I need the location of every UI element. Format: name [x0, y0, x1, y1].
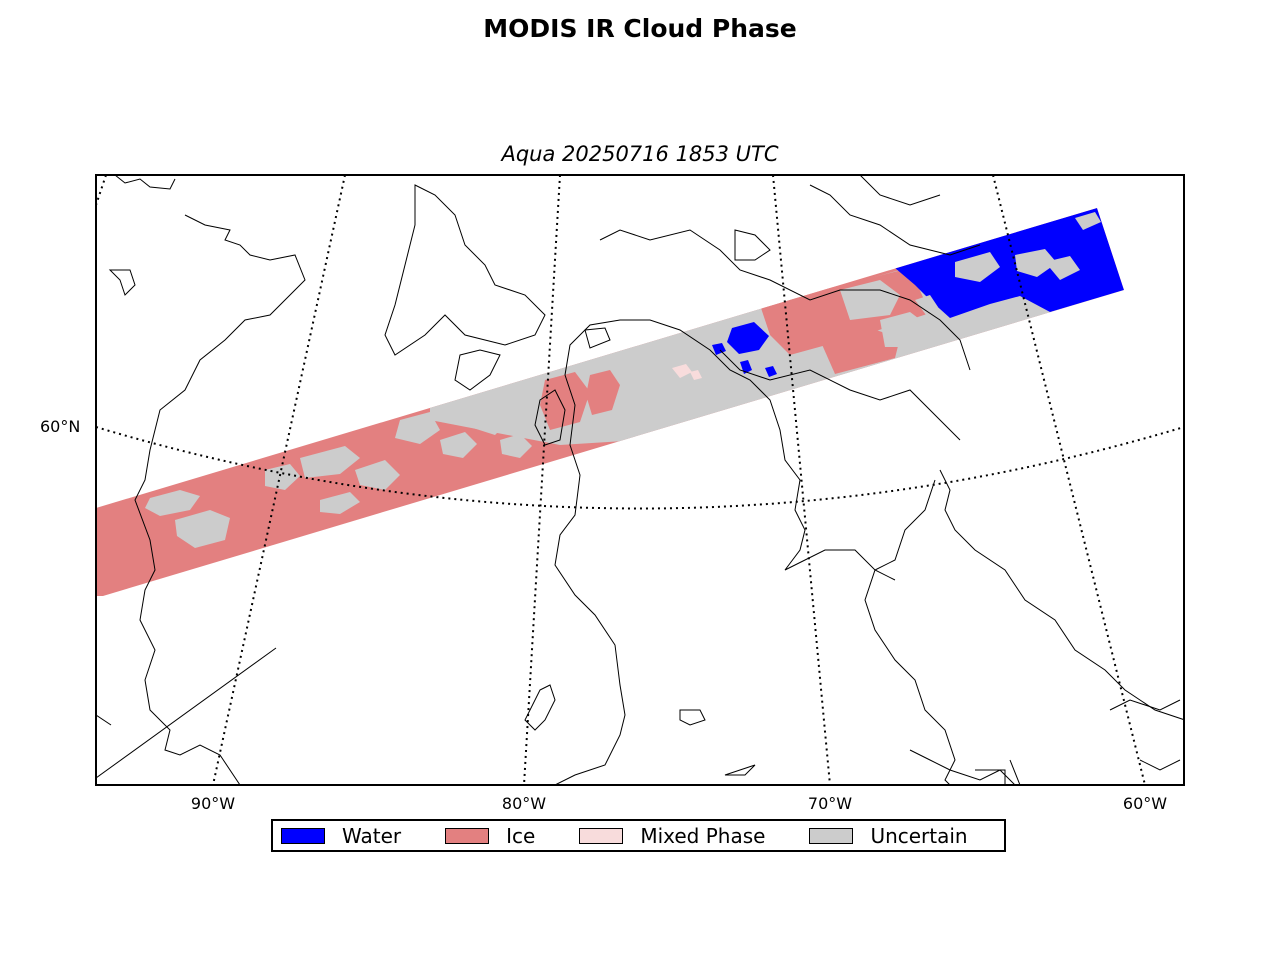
swath-water-uncertain-4 — [1075, 212, 1101, 230]
border-line — [96, 647, 277, 779]
swath-water-uncertain-1 — [955, 252, 1000, 282]
swath-uncertain-patch-5 — [320, 492, 360, 514]
legend-item-uncertain: Uncertain — [809, 823, 968, 848]
lon-label-90w: 90°W — [190, 794, 236, 813]
coastline-baffin-north — [809, 175, 981, 256]
coastline-ungava — [719, 349, 961, 441]
coastline-west-border — [96, 714, 112, 726]
meridian-90w — [212, 175, 346, 785]
legend-swatch-water — [281, 827, 325, 844]
lon-label-60w: 60°W — [1122, 794, 1168, 813]
legend-label-mixed-phase: Mixed Phase — [640, 823, 766, 848]
swath-ice-patch-a — [540, 372, 590, 430]
meridian-70w — [772, 175, 831, 785]
swath-uncertain-patch-3 — [265, 464, 300, 490]
coastline-hudson-island-1 — [534, 389, 566, 446]
meridian-60w — [992, 175, 1146, 785]
legend: Water Ice Mixed Phase Uncertain — [271, 819, 1006, 852]
swath-mixed-speck-2 — [690, 370, 702, 380]
coastlines — [96, 175, 1184, 785]
lon-label-80w: 80°W — [501, 794, 547, 813]
legend-item-water: Water — [281, 824, 401, 848]
coastline-anticosti — [724, 764, 756, 776]
lon-label-70w: 70°W — [807, 794, 853, 813]
lat-label-60n: 60°N — [40, 417, 81, 436]
meridian-80w — [523, 175, 561, 785]
swath-uncertain-patch-10 — [500, 434, 532, 458]
swath-uncertain-patch-1 — [145, 490, 200, 516]
coastline-labrador — [864, 469, 1184, 785]
chart-subtitle: Aqua 20250716 1853 UTC — [501, 142, 779, 166]
cloud-phase-swath — [96, 208, 1124, 596]
legend-swatch-ice — [445, 827, 490, 844]
graticule — [96, 175, 1184, 785]
map-frame — [95, 174, 1185, 786]
swath-uncertain-patch-7 — [395, 412, 440, 444]
chart-title: MODIS IR Cloud Phase — [483, 14, 797, 43]
legend-label-water: Water — [342, 823, 402, 848]
swath-mixed-speck-1 — [672, 364, 692, 378]
swath-uncertain-patch-9 — [470, 395, 515, 435]
swath-water-uncertain-3 — [1045, 256, 1080, 280]
coastline-nw-islands — [108, 269, 136, 296]
swath-ice-patch-d — [820, 328, 900, 374]
swath-ice-patch-b — [586, 370, 620, 415]
swath-water-uncertain-5 — [915, 295, 938, 315]
coastline-southampton — [384, 184, 546, 356]
coastline-hudson-west — [114, 175, 306, 785]
swath-uncertain-patch-2 — [175, 510, 230, 548]
legend-item-ice: Ice — [445, 824, 535, 848]
legend-swatch-uncertain — [809, 827, 854, 844]
legend-label-uncertain: Uncertain — [870, 823, 968, 848]
coastline-belcher — [524, 684, 556, 731]
legend-swatch-mixed-phase — [579, 827, 624, 844]
swath-water-speck-4 — [765, 366, 777, 377]
legend-label-ice: Ice — [506, 823, 536, 848]
coastline-small-island — [584, 327, 611, 349]
swath-uncertain-patch-8 — [440, 432, 477, 458]
swath-uncertain-patch-12 — [880, 312, 930, 347]
parallel-60n — [96, 426, 1184, 510]
coastline-nottingham — [454, 349, 501, 391]
coastline-se-islands — [975, 759, 1021, 785]
coastline-island-sm — [679, 709, 706, 726]
coastline-hudson-east — [554, 319, 896, 785]
swath-water-region — [895, 208, 1124, 318]
coastline-baffin-south — [599, 229, 971, 371]
coastline-ne-island — [734, 229, 771, 261]
meridian-100w — [96, 175, 107, 206]
legend-item-mixed-phase: Mixed Phase — [579, 824, 765, 848]
coastline-se-coast — [909, 699, 1181, 785]
swath-water-uncertain-2 — [1015, 249, 1057, 277]
swath-uncertain-patch-6 — [355, 460, 400, 490]
swath-water-speck-1 — [727, 322, 769, 354]
swath-uncertain-patch-4 — [300, 446, 360, 478]
